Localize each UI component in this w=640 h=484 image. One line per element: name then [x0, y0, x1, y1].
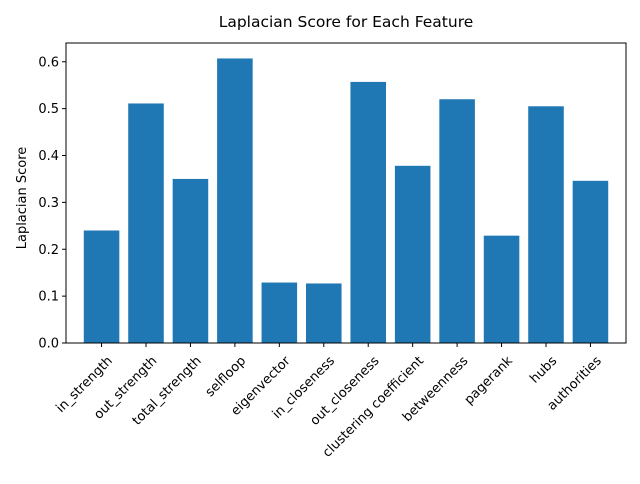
y-tick-label: 0.1	[38, 290, 59, 305]
x-axis: in_strengthout_strengthtotal_strengthsel…	[54, 343, 605, 461]
bar-authorities	[572, 180, 609, 343]
bar-out-strength	[128, 103, 164, 343]
bar-in-strength	[83, 230, 120, 343]
chart-title: Laplacian Score for Each Feature	[219, 13, 474, 31]
y-axis-label: Laplacian Score	[15, 147, 30, 250]
y-tick-label: 0.4	[38, 149, 59, 164]
y-axis: 0.0 0.1 0.2 0.3 0.4 0.5 0.6	[38, 55, 66, 352]
y-tick-label: 0.5	[38, 102, 59, 117]
bar-pagerank	[483, 235, 520, 343]
bar-hubs	[528, 106, 564, 343]
y-tick-label: 0.2	[38, 243, 59, 258]
bar-eigenvector	[261, 282, 298, 343]
y-tick-label: 0.6	[38, 55, 59, 70]
x-tick-label: pagerank	[462, 353, 516, 407]
bars-group	[83, 58, 609, 343]
bar-out-closeness	[350, 81, 386, 343]
bar-total-strength	[172, 178, 209, 343]
y-tick-label: 0.0	[38, 337, 59, 352]
x-tick-label: hubs	[527, 354, 560, 387]
bar-betweenness	[439, 99, 475, 343]
bar-in-closeness	[306, 283, 342, 343]
y-tick-label: 0.3	[38, 196, 59, 211]
plot-frame	[65, 42, 627, 344]
bar-selfloop	[217, 58, 253, 343]
bar-clustering-coefficient	[394, 165, 431, 343]
